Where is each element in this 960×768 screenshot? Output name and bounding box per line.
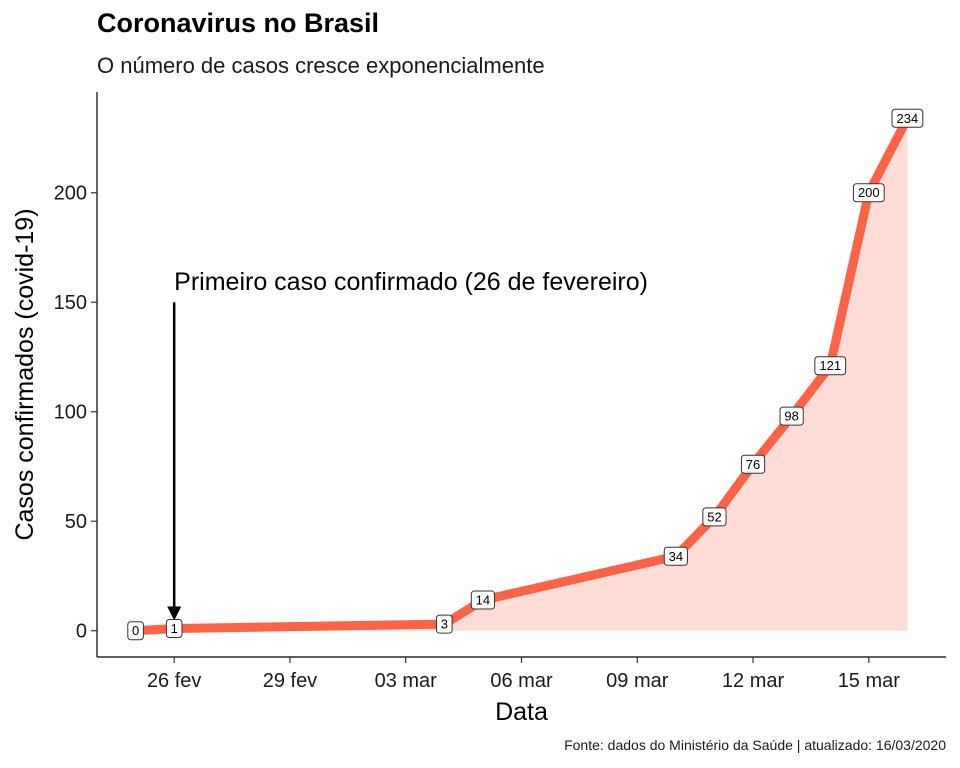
annotation-text: Primeiro caso confirmado (26 de fevereir… [174,268,648,296]
x-tick-label: 15 mar [838,670,901,692]
data-label-box [814,356,847,376]
data-label-text: 200 [858,185,880,200]
data-label: 76 [740,454,766,474]
data-label-box [740,454,766,474]
x-tick-label: 06 mar [490,670,553,692]
chart-subtitle: O número de casos cresce exponencialment… [97,53,545,78]
data-label-box [663,546,688,566]
chart-caption: Fonte: dados do Ministério da Saúde | at… [564,737,946,753]
data-label: 0 [127,621,144,641]
annotation-arrowhead [167,606,182,621]
data-label-text: 234 [897,111,919,126]
y-tick-label: 50 [65,511,87,533]
data-label: 52 [702,507,727,527]
series-area-fill [135,118,908,631]
data-label-box [852,183,885,203]
x-tick-label: 09 mar [606,670,669,692]
data-label-text: 3 [441,617,448,632]
data-label-box [436,614,453,634]
data-label-text: 52 [707,509,721,524]
data-label-box [891,108,924,128]
chart-title: Coronavirus no Brasil [97,8,380,38]
data-label: 3 [436,614,453,634]
data-label-text: 121 [819,358,841,373]
x-tick-label: 12 mar [722,670,785,692]
y-axis-title: Casos confirmados (covid-19) [11,208,39,540]
data-label: 234 [891,108,924,128]
y-tick-label: 150 [54,292,87,314]
y-tick-label: 0 [76,621,87,643]
data-label: 98 [779,406,804,426]
data-label: 1 [165,619,183,639]
data-label: 14 [470,590,496,610]
data-label: 200 [852,183,885,203]
y-tick-label: 200 [54,183,87,205]
data-label-text: 14 [476,593,490,608]
y-tick-label: 100 [54,402,87,424]
data-label-text: 98 [784,409,798,424]
data-label-box [127,621,144,641]
x-tick-label: 03 mar [375,670,438,692]
data-label: 121 [814,356,847,376]
data-label-text: 34 [669,549,683,564]
data-label-box [165,619,183,639]
x-axis-title: Data [495,698,548,726]
x-tick-label: 26 fev [147,670,201,692]
x-tick-label: 29 fev [263,670,317,692]
data-label-box [779,406,804,426]
data-label-box [702,507,727,527]
data-label-box [470,590,496,610]
data-label-text: 76 [746,457,760,472]
data-label: 34 [663,546,688,566]
data-label-text: 1 [171,621,178,636]
data-label-text: 0 [132,623,139,638]
